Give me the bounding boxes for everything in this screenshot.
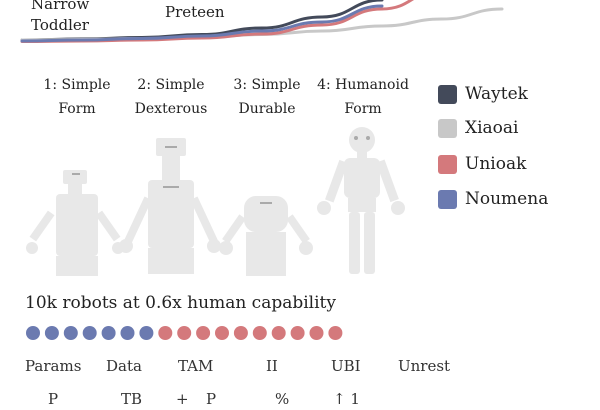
capability-dot	[271, 326, 286, 340]
robot-illustrations	[26, 127, 405, 276]
metric-label-data: Data	[106, 357, 142, 375]
capability-dot	[177, 326, 192, 340]
annotation-preteen: Preteen	[165, 3, 225, 21]
legend-label: Waytek	[465, 84, 528, 104]
form-label-simple-dexterous: 2: Simple Dexterous	[124, 73, 218, 121]
form-label-line2: Form	[58, 101, 96, 117]
robot-simple-form-icon	[26, 170, 124, 276]
form-label-simple-durable: 3: Simple Durable	[220, 73, 314, 121]
annotation-toddler: Toddler	[31, 16, 89, 34]
robots-caption: 10k robots at 0.6x human capability	[25, 293, 336, 313]
capability-dot	[139, 326, 154, 340]
line-series-group	[20, 0, 504, 43]
robot-simple-durable-icon	[219, 196, 313, 276]
capability-dot	[233, 326, 248, 340]
capability-dot	[63, 326, 78, 340]
metric-value-params: P	[48, 390, 59, 408]
form-label-humanoid-form: 4: Humanoid Form	[312, 73, 414, 121]
capability-dot	[44, 326, 59, 340]
chart-canvas	[20, 0, 504, 340]
form-label-simple-form: 1: Simple Form	[30, 73, 124, 121]
legend-swatch-icon	[438, 85, 457, 104]
form-label-line1: 4: Humanoid	[317, 77, 409, 93]
metric-value-tam: +	[176, 390, 189, 408]
capability-dot	[26, 326, 40, 340]
form-label-line2: Dexterous	[134, 101, 208, 117]
metric-label-params: Params	[25, 357, 82, 375]
capability-dot	[120, 326, 135, 340]
metric-value-ubi: %	[275, 390, 290, 408]
metric-label-ubi: UBI	[331, 357, 361, 375]
annotation-narrow: Narrow	[31, 0, 90, 13]
metric-label-tam: TAM	[178, 357, 214, 375]
legend-swatch-icon	[438, 155, 457, 174]
legend-label: Noumena	[465, 189, 549, 209]
capability-dot	[196, 326, 211, 340]
capability-dot	[328, 326, 343, 340]
form-label-line1: 1: Simple	[43, 77, 111, 93]
capability-dot	[82, 326, 97, 340]
robot-simple-dexterous-icon	[119, 138, 221, 274]
form-label-line2: Durable	[238, 101, 296, 117]
form-label-line2: Form	[344, 101, 382, 117]
capability-dot	[215, 326, 229, 340]
capability-dot	[290, 326, 305, 340]
metric-value-ii: P	[206, 390, 217, 408]
form-label-line1: 2: Simple	[137, 77, 205, 93]
capability-dot	[309, 326, 324, 340]
legend-label: Xiaoai	[465, 118, 519, 138]
legend-label: Unioak	[465, 154, 527, 174]
capability-dot	[252, 326, 267, 340]
robot-humanoid-icon	[317, 127, 405, 274]
series-line-noumena	[20, 4, 384, 43]
metric-label-ii: II	[266, 357, 278, 375]
capability-dots	[26, 326, 343, 340]
legend-swatch-icon	[438, 190, 457, 209]
metric-value-data: TB	[121, 390, 143, 408]
form-label-line1: 3: Simple	[233, 77, 301, 93]
legend-swatch-icon	[438, 119, 457, 138]
capability-dot	[101, 326, 116, 340]
capability-dot	[158, 326, 173, 340]
metric-label-unrest: Unrest	[398, 357, 451, 375]
metric-value-unrest: ↑ 1	[333, 390, 360, 408]
